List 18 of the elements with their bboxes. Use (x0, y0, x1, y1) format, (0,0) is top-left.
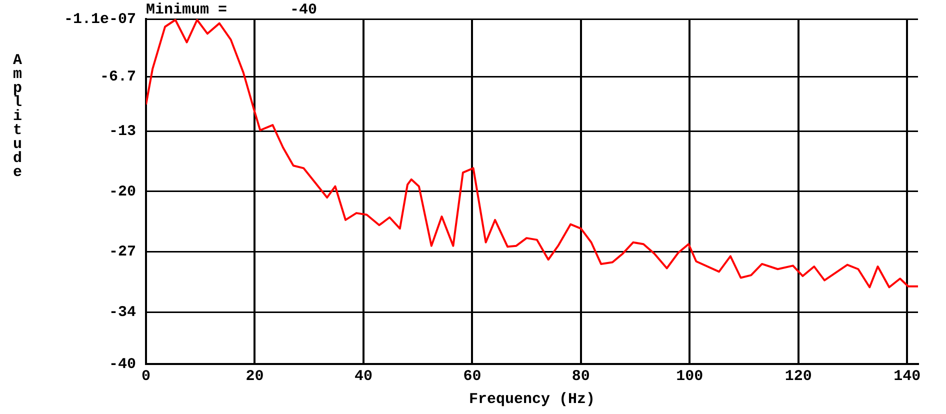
x-tick-label: 80 (572, 368, 590, 385)
x-tick-label: 120 (784, 368, 812, 385)
x-tick-label: 100 (676, 368, 704, 385)
x-tick-label: 40 (354, 368, 372, 385)
y-tick-label: -6.7 (100, 68, 136, 86)
y-tick-label: -27 (108, 244, 136, 261)
y-tick-label: -40 (108, 356, 136, 373)
y-tick-label: -1.1e-07 (64, 10, 136, 28)
x-tick-label: 60 (463, 368, 482, 385)
y-tick-label: -34 (108, 304, 136, 322)
x-axis-title: Frequency (Hz) (468, 390, 596, 408)
y-axis-title: Amplitude (9, 52, 26, 178)
x-tick-label: 140 (894, 368, 921, 385)
text: Minimum = -40 (146, 1, 318, 18)
x-tick-label: 20 (246, 368, 264, 385)
x-tick-label: 0 (142, 368, 151, 385)
y-tick-label: -13 (108, 122, 136, 140)
y-tick-label: -20 (108, 183, 136, 200)
